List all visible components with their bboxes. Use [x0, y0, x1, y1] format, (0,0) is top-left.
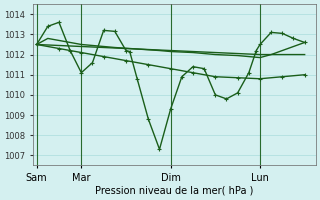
X-axis label: Pression niveau de la mer( hPa ): Pression niveau de la mer( hPa ) — [95, 186, 253, 196]
